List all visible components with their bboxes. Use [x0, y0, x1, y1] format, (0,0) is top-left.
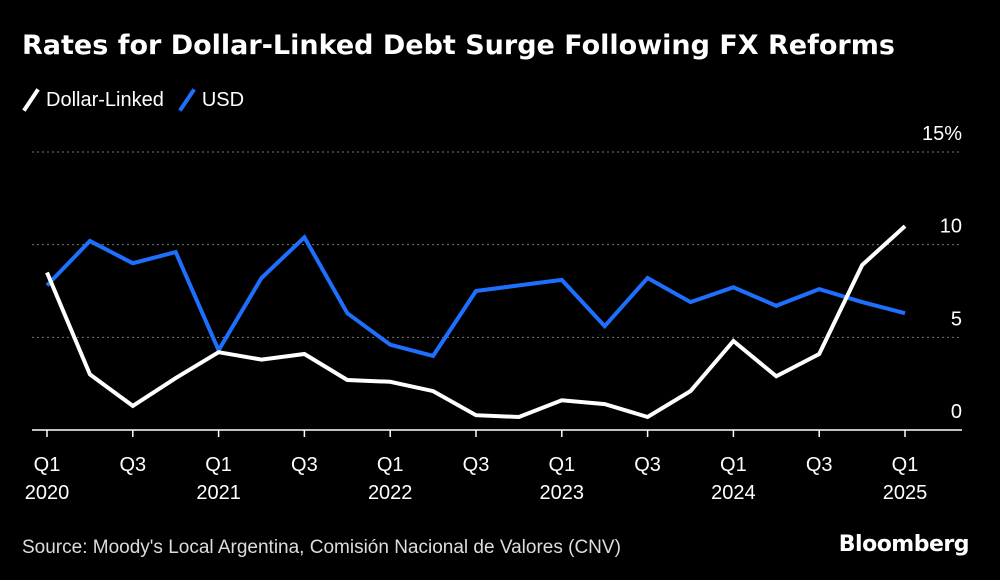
y-tick-label-5: 5: [951, 308, 962, 330]
y-tick-label-0: 0: [951, 401, 962, 423]
y-tick-label-10: 10: [940, 216, 962, 238]
x-tick-label-top-8: Q1: [377, 454, 404, 476]
x-tick-label-top-18: Q3: [806, 454, 833, 476]
x-tick-label-top-10: Q3: [463, 454, 490, 476]
x-tick-label-year-8: 2022: [368, 482, 413, 504]
x-tick-label-top-20: Q1: [892, 454, 919, 476]
x-tick-label-year-12: 2023: [540, 482, 585, 504]
legend-item-dollar-linked: Dollar-Linked: [22, 86, 164, 114]
series-line-dollar-linked: [45, 224, 907, 420]
chart-title: Rates for Dollar-Linked Debt Surge Follo…: [22, 30, 895, 61]
series-lines: [45, 224, 907, 420]
bloomberg-logo: Bloomberg: [838, 532, 970, 557]
x-axis: Q1 2020 Q3 Q1 2021 Q3 Q1 2022 Q3 Q1 2023 Q3 Q1 2024 Q3…: [25, 429, 962, 504]
legend: Dollar-Linked USD: [22, 86, 258, 114]
x-tick-label-top-12: Q1: [548, 454, 575, 476]
x-tick-label-top-0: Q1: [34, 454, 61, 476]
x-tick-label-top-4: Q1: [205, 454, 232, 476]
legend-label-dollar-linked: Dollar-Linked: [46, 88, 164, 111]
x-tick-label-top-16: Q1: [720, 454, 747, 476]
x-tick-label-year-4: 2021: [196, 482, 241, 504]
y-tick-label-15: 15%: [922, 123, 962, 145]
x-tick-label-top-14: Q3: [634, 454, 661, 476]
series-line-usd: [45, 234, 906, 359]
legend-item-usd: USD: [178, 86, 244, 114]
x-tick-label-year-16: 2024: [711, 482, 756, 504]
grid-lines: 0 5 10 15%: [32, 123, 962, 423]
x-tick-label-year-20: 2025: [883, 482, 928, 504]
x-tick-label-top-2: Q3: [119, 454, 146, 476]
legend-swatch-usd-icon: [178, 88, 196, 112]
legend-swatch-dollar-linked-icon: [22, 88, 40, 112]
x-tick-label-top-6: Q3: [291, 454, 318, 476]
x-tick-label-year-0: 2020: [25, 482, 70, 504]
legend-label-usd: USD: [201, 88, 245, 111]
source-note: Source: Moody's Local Argentina, Comisió…: [22, 537, 621, 558]
